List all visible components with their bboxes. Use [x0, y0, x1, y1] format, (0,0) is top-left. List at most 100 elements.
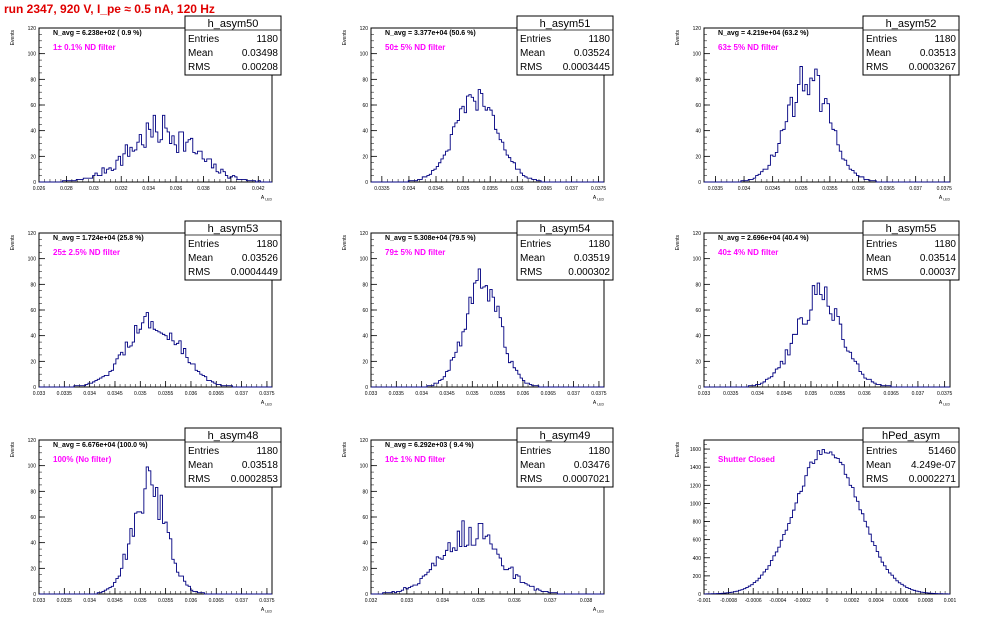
x-tick-label: 0.035 — [472, 598, 485, 604]
x-tick-label: 0.036 — [185, 391, 198, 397]
x-tick-label: 0.0335 — [57, 598, 73, 604]
stats-label: RMS — [520, 267, 543, 278]
y-tick-label: 20 — [362, 154, 368, 160]
y-tick-label: 20 — [362, 359, 368, 365]
histogram-name: hPed_asym — [882, 430, 940, 442]
stats-label: Mean — [866, 460, 891, 471]
x-tick-label: 0.0375 — [591, 186, 607, 192]
stats-value: 0.03524 — [574, 48, 611, 59]
stats-label: RMS — [866, 62, 889, 73]
x-tick-label: 0.0375 — [937, 186, 953, 192]
x-tick-label: 0.001 — [944, 598, 957, 604]
x-tick-label: 0.035 — [805, 391, 818, 397]
x-tick-label: 0.037 — [235, 598, 248, 604]
x-tick-label: 0.0002 — [844, 598, 860, 604]
stats-box — [184, 220, 282, 281]
y-tick-label: 200 — [693, 574, 702, 580]
histogram-series — [704, 66, 950, 183]
stats-value: 0.03476 — [574, 460, 611, 471]
x-tick-label: 0.0335 — [57, 391, 73, 397]
stats-label: Entries — [188, 34, 219, 45]
navg-label: N_avg = 5.308e+04 (79.5 %) — [385, 235, 476, 242]
stats-label: Mean — [520, 253, 545, 264]
filter-annotation: 10± 1% ND filter — [385, 455, 445, 464]
y-tick-label: 80 — [30, 489, 36, 495]
stats-label: Mean — [188, 460, 213, 471]
stats-value: 4.249e-07 — [911, 460, 956, 471]
histogram-name: h_asym51 — [540, 18, 591, 30]
x-tick-label: 0.036 — [185, 598, 198, 604]
x-tick-label: 0.0365 — [209, 391, 225, 397]
stats-box — [516, 427, 614, 488]
y-tick-label: 100 — [28, 52, 37, 58]
y-axis-label: Events — [342, 442, 348, 458]
y-tick-label: 100 — [360, 257, 369, 263]
stats-value: 0.0003267 — [909, 62, 957, 73]
navg-label: N_avg = 2.696e+04 (40.4 %) — [718, 235, 809, 242]
x-tick-label: 0.0355 — [490, 391, 506, 397]
y-axis-label: Events — [675, 442, 681, 458]
x-tick-label: 0.034 — [83, 391, 96, 397]
stats-value: 0.0002271 — [909, 474, 957, 485]
x-axis-label: A LED — [939, 195, 951, 202]
stats-value: 1180 — [934, 34, 956, 45]
filter-annotation: 63± 5% ND filter — [718, 43, 778, 52]
filter-annotation: 1± 0.1% ND filter — [53, 43, 116, 52]
stats-value: 1180 — [256, 239, 278, 250]
stats-value: 1180 — [588, 239, 610, 250]
stats-value: 0.00037 — [920, 267, 957, 278]
x-axis-label: A LED — [261, 195, 273, 202]
x-tick-label: 0.0335 — [389, 391, 405, 397]
y-tick-label: 60 — [30, 515, 36, 521]
y-tick-label: 20 — [695, 154, 701, 160]
stats-box — [516, 15, 614, 76]
stats-label: Mean — [866, 253, 891, 264]
navg-label: N_avg = 4.219e+04 (63.2 %) — [718, 30, 809, 37]
stats-label: Entries — [520, 239, 551, 250]
y-tick-label: 40 — [30, 129, 36, 135]
histogram-series — [371, 89, 604, 183]
filter-annotation: 25± 2.5% ND filter — [53, 248, 120, 257]
x-tick-label: 0.0345 — [107, 598, 123, 604]
y-tick-label: 0 — [698, 592, 701, 598]
x-tick-label: 0.034 — [415, 391, 428, 397]
x-tick-label: 0.0335 — [723, 391, 739, 397]
y-tick-label: 20 — [30, 359, 36, 365]
histogram-series — [704, 449, 950, 595]
x-tick-label: 0.037 — [544, 598, 557, 604]
x-tick-label: 0.0335 — [374, 186, 390, 192]
x-tick-label: 0.037 — [912, 391, 925, 397]
filter-annotation: Shutter Closed — [718, 455, 775, 464]
x-tick-label: 0.0375 — [591, 391, 607, 397]
stats-value: 0.000302 — [568, 267, 610, 278]
x-tick-label: 0.034 — [403, 186, 416, 192]
x-tick-label: 0.037 — [567, 391, 580, 397]
y-tick-label: 60 — [362, 103, 368, 109]
y-tick-label: 20 — [30, 154, 36, 160]
y-tick-label: 60 — [30, 103, 36, 109]
navg-label: N_avg = 6.238e+02 ( 0.9 %) — [53, 30, 142, 37]
y-tick-label: 20 — [362, 566, 368, 572]
stats-label: Mean — [866, 48, 891, 59]
x-tick-label: 0.035 — [795, 186, 808, 192]
filter-annotation: 50± 5% ND filter — [385, 43, 445, 52]
x-axis-label: A LED — [593, 400, 605, 407]
x-tick-label: 0.034 — [436, 598, 449, 604]
y-tick-label: 600 — [693, 538, 702, 544]
y-tick-label: 0 — [33, 385, 36, 391]
x-axis-label: A LED — [261, 400, 273, 407]
x-tick-label: 0.034 — [83, 598, 96, 604]
y-tick-label: 1200 — [690, 483, 701, 489]
stats-label: Entries — [188, 446, 219, 457]
stats-label: RMS — [188, 267, 211, 278]
histogram-name: h_asym54 — [540, 223, 591, 235]
y-tick-label: 60 — [30, 308, 36, 314]
x-tick-label: 0.034 — [738, 186, 751, 192]
y-tick-label: 80 — [30, 282, 36, 288]
x-tick-label: 0.04 — [226, 186, 236, 192]
x-axis-label: A LED — [939, 400, 951, 407]
stats-box — [862, 427, 960, 488]
y-tick-label: 120 — [28, 438, 37, 444]
x-tick-label: 0.0355 — [830, 391, 846, 397]
stats-label: Entries — [188, 239, 219, 250]
